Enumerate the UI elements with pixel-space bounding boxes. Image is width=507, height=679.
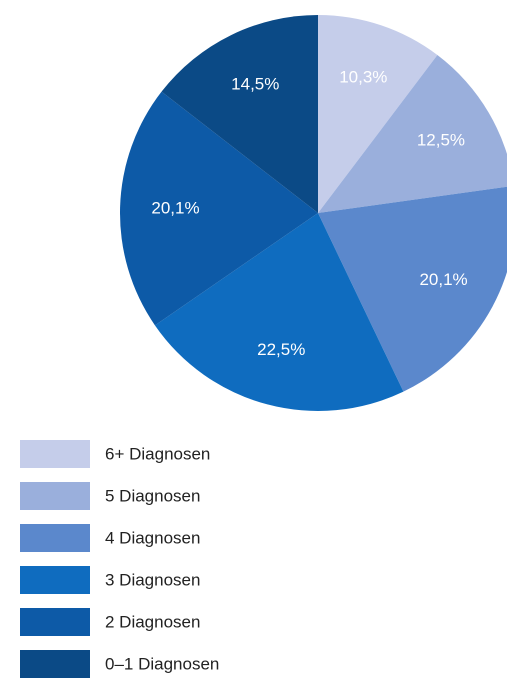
legend-swatch — [20, 650, 90, 678]
pie-slice — [318, 15, 438, 213]
legend-label: 6+ Diagnosen — [105, 444, 210, 463]
pie-slice — [318, 55, 507, 213]
pie-slice — [154, 213, 404, 412]
legend-swatch — [20, 482, 90, 510]
legend-label: 2 Diagnosen — [105, 612, 200, 631]
pie-slice — [318, 186, 507, 392]
value-label: 14,5% — [231, 74, 279, 93]
value-label: 20,1% — [419, 270, 467, 289]
pie-slice — [161, 14, 318, 213]
legend-label: 3 Diagnosen — [105, 570, 200, 589]
value-label: 10,3% — [339, 67, 387, 86]
legend-swatch — [20, 524, 90, 552]
value-label: 12,5% — [417, 130, 465, 149]
value-label: 22,5% — [257, 340, 305, 359]
pie-slice — [120, 91, 318, 326]
legend-swatch — [20, 440, 90, 468]
legend-swatch — [20, 608, 90, 636]
legend-label: 5 Diagnosen — [105, 486, 200, 505]
legend-swatch — [20, 566, 90, 594]
value-label: 20,1% — [151, 198, 199, 217]
legend-label: 0–1 Diagnosen — [105, 654, 219, 673]
legend-label: 4 Diagnosen — [105, 528, 200, 547]
